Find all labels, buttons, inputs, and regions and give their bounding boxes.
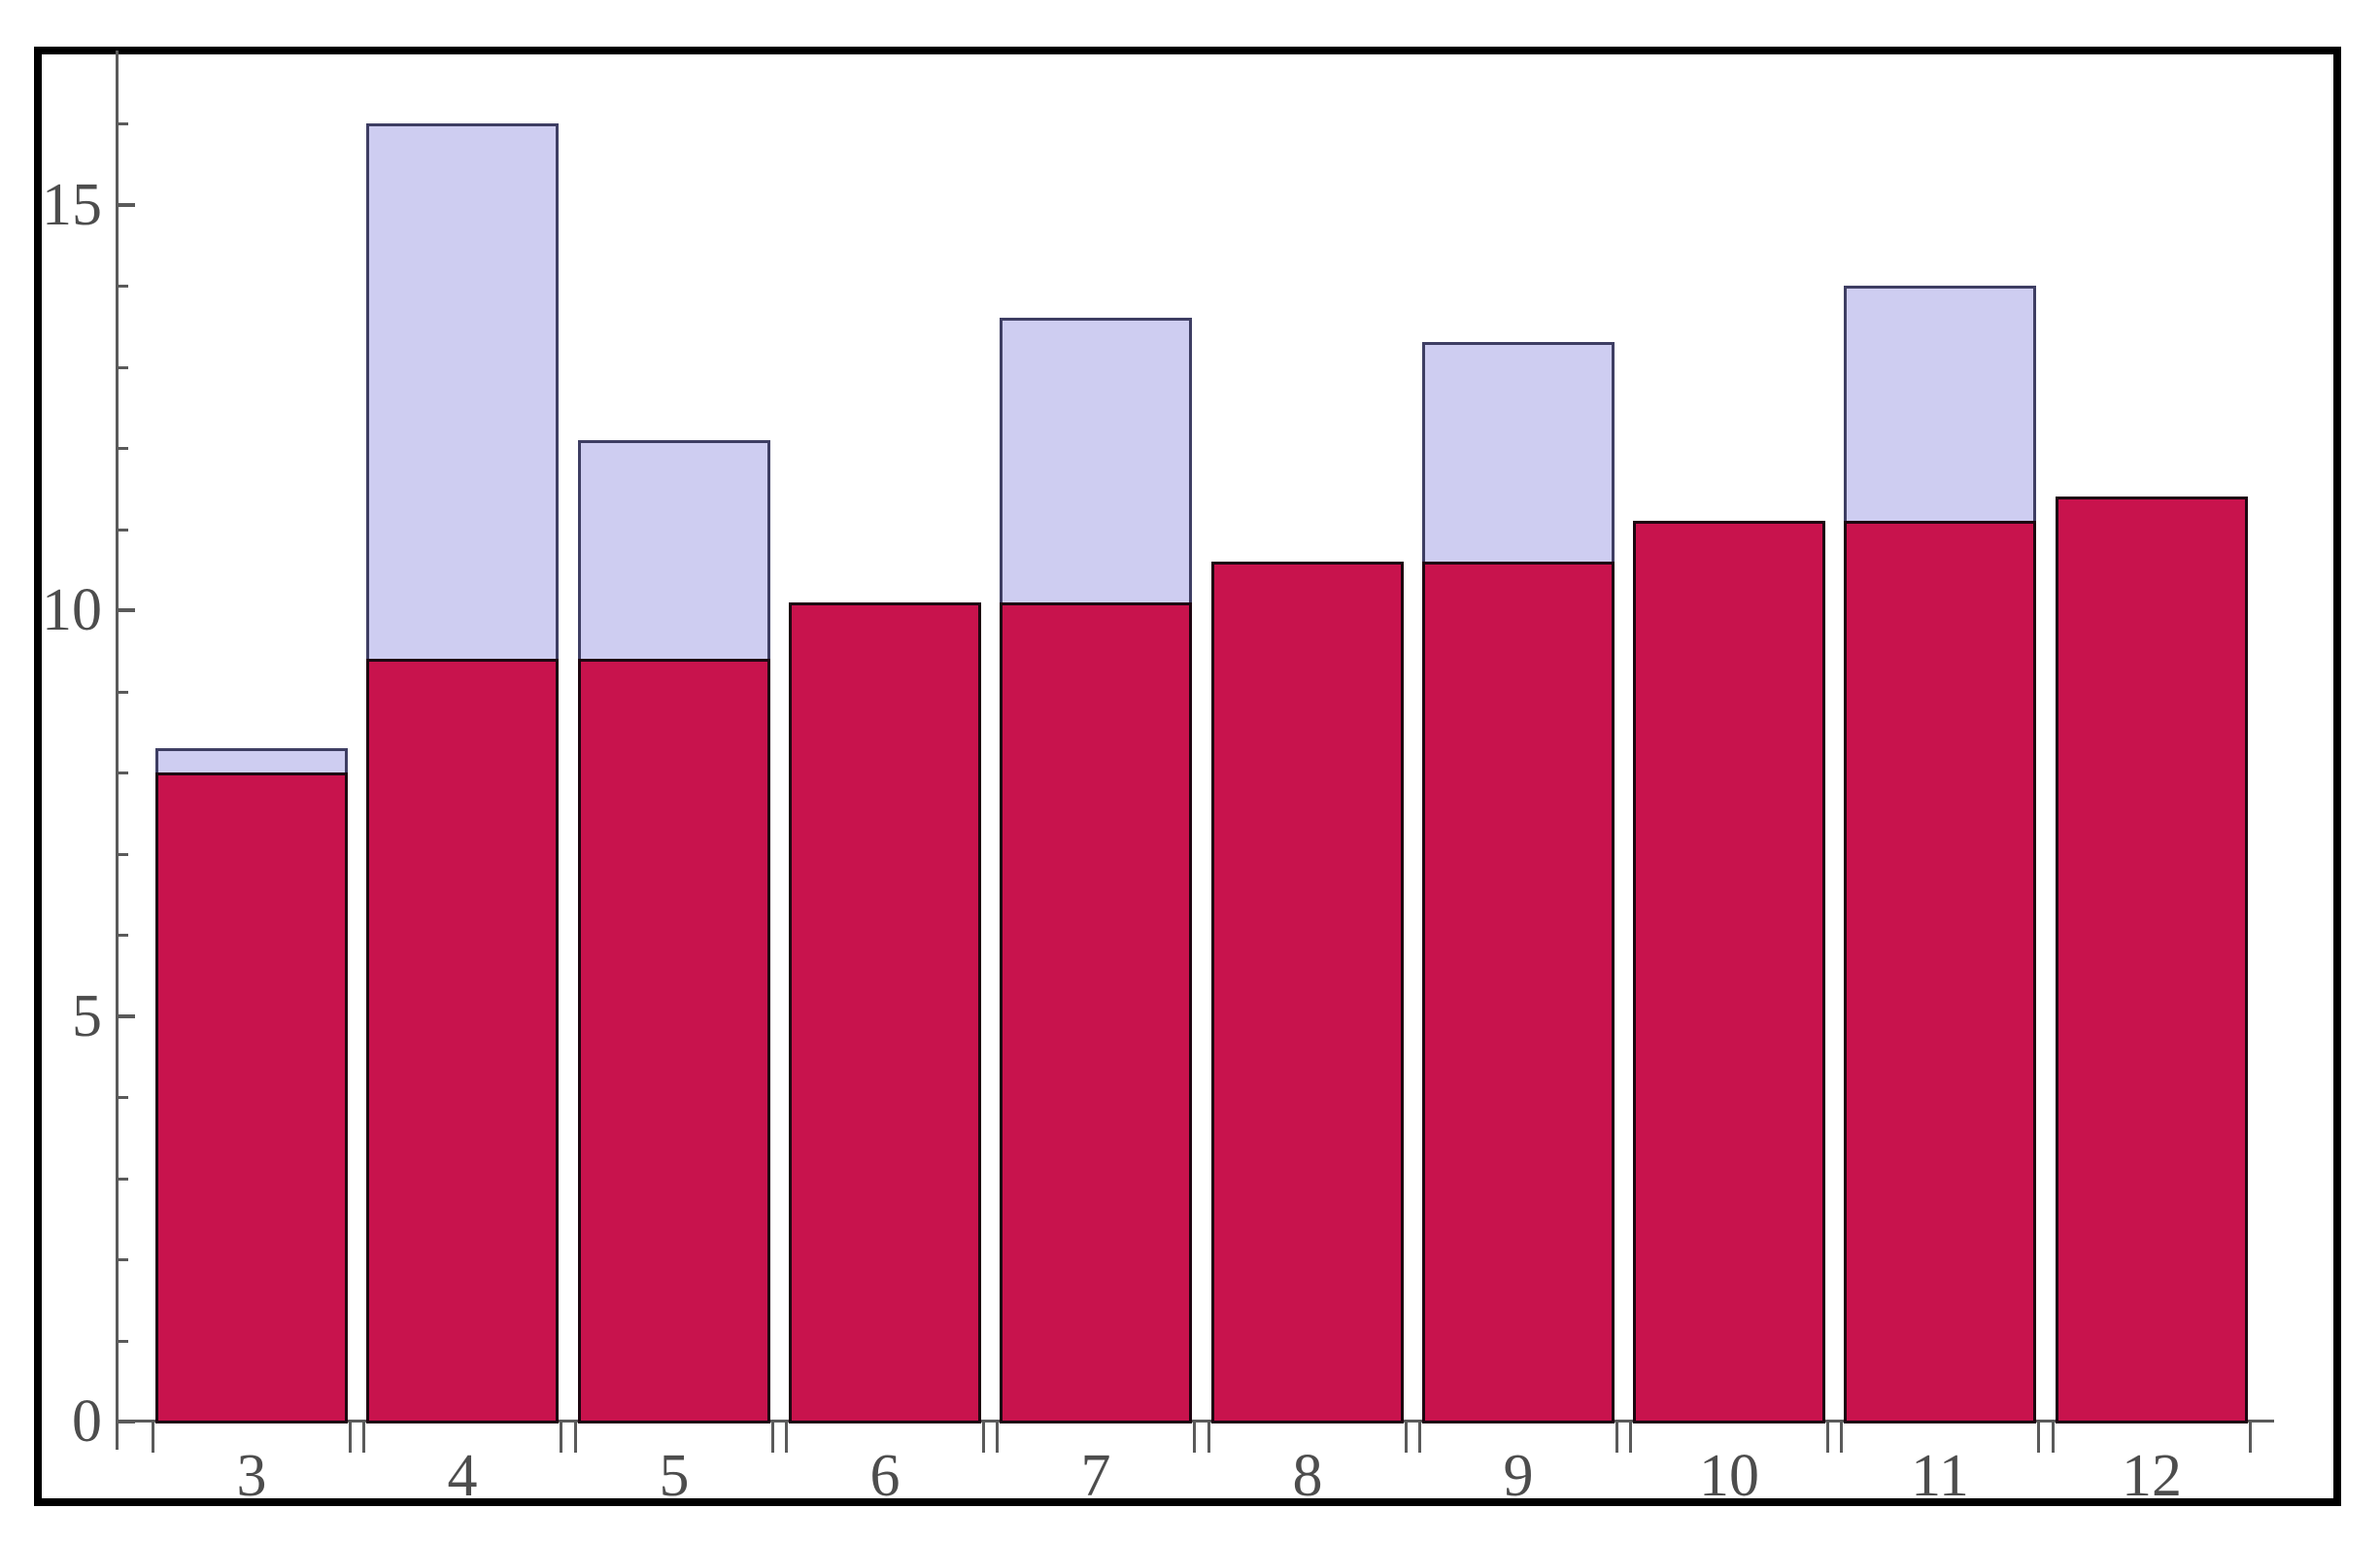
y-tick-label-5: 5: [72, 983, 102, 1049]
x-axis-tick: [1826, 1423, 1829, 1453]
bar-red-9: [1422, 562, 1615, 1423]
x-axis-tick: [1840, 1423, 1843, 1453]
y-axis-major-tick: [119, 608, 135, 612]
x-axis-tick: [349, 1423, 352, 1453]
bar-red-3: [155, 772, 348, 1423]
x-tick-label-12: 12: [2122, 1443, 2182, 1509]
x-axis-tick: [2249, 1423, 2252, 1453]
y-axis-minor-tick: [119, 853, 128, 856]
y-tick-label-0: 0: [72, 1389, 102, 1455]
x-tick-label-6: 6: [869, 1443, 901, 1509]
x-axis-tick: [996, 1423, 999, 1453]
y-axis-minor-tick: [119, 366, 128, 369]
y-axis-line: [116, 51, 119, 1450]
x-axis-tick: [1615, 1423, 1618, 1453]
x-tick-label-4: 4: [447, 1443, 478, 1509]
x-tick-label-8: 8: [1292, 1443, 1323, 1509]
bar-red-5: [578, 659, 770, 1423]
x-axis-tick: [1193, 1423, 1196, 1453]
y-axis-major-tick: [119, 203, 135, 207]
x-tick-label-3: 3: [236, 1443, 267, 1509]
y-tick-label-10: 10: [42, 577, 102, 643]
x-axis-tick: [362, 1423, 365, 1453]
y-axis-major-tick: [119, 1014, 135, 1018]
bar-red-10: [1633, 521, 1825, 1423]
y-axis-minor-tick: [119, 529, 128, 531]
bar-red-4: [366, 659, 559, 1423]
x-axis-tick: [574, 1423, 577, 1453]
bar-red-7: [1000, 602, 1192, 1423]
x-axis-tick: [1207, 1423, 1210, 1453]
x-tick-label-10: 10: [1699, 1443, 1759, 1509]
x-axis-tick: [560, 1423, 562, 1453]
y-tick-label-15: 15: [42, 172, 102, 238]
x-axis-line: [116, 1420, 2274, 1423]
x-axis-tick: [771, 1423, 774, 1453]
x-axis-tick: [2052, 1423, 2055, 1453]
y-axis-minor-tick: [119, 122, 128, 125]
y-axis-minor-tick: [119, 934, 128, 937]
bar-red-8: [1211, 562, 1404, 1423]
x-axis-tick: [1629, 1423, 1632, 1453]
x-tick-label-7: 7: [1080, 1443, 1111, 1509]
y-axis-minor-tick: [119, 1178, 128, 1181]
y-axis-minor-tick: [119, 691, 128, 694]
x-tick-label-9: 9: [1503, 1443, 1534, 1509]
y-axis-minor-tick: [119, 1096, 128, 1099]
y-axis-minor-tick: [119, 1340, 128, 1343]
x-tick-label-5: 5: [659, 1443, 690, 1509]
bar-red-12: [2056, 497, 2248, 1423]
y-axis-minor-tick: [119, 1258, 128, 1261]
y-axis-minor-tick: [119, 285, 128, 288]
y-axis-minor-tick: [119, 447, 128, 450]
x-axis-tick: [1418, 1423, 1421, 1453]
bar-red-6: [789, 602, 981, 1423]
x-axis-tick: [785, 1423, 788, 1453]
bar-red-11: [1844, 521, 2036, 1423]
x-axis-tick: [2037, 1423, 2040, 1453]
x-axis-tick: [1405, 1423, 1408, 1453]
y-axis-minor-tick: [119, 772, 128, 774]
x-axis-tick: [152, 1423, 154, 1453]
x-tick-label-11: 11: [1911, 1443, 1969, 1509]
x-axis-tick: [982, 1423, 985, 1453]
